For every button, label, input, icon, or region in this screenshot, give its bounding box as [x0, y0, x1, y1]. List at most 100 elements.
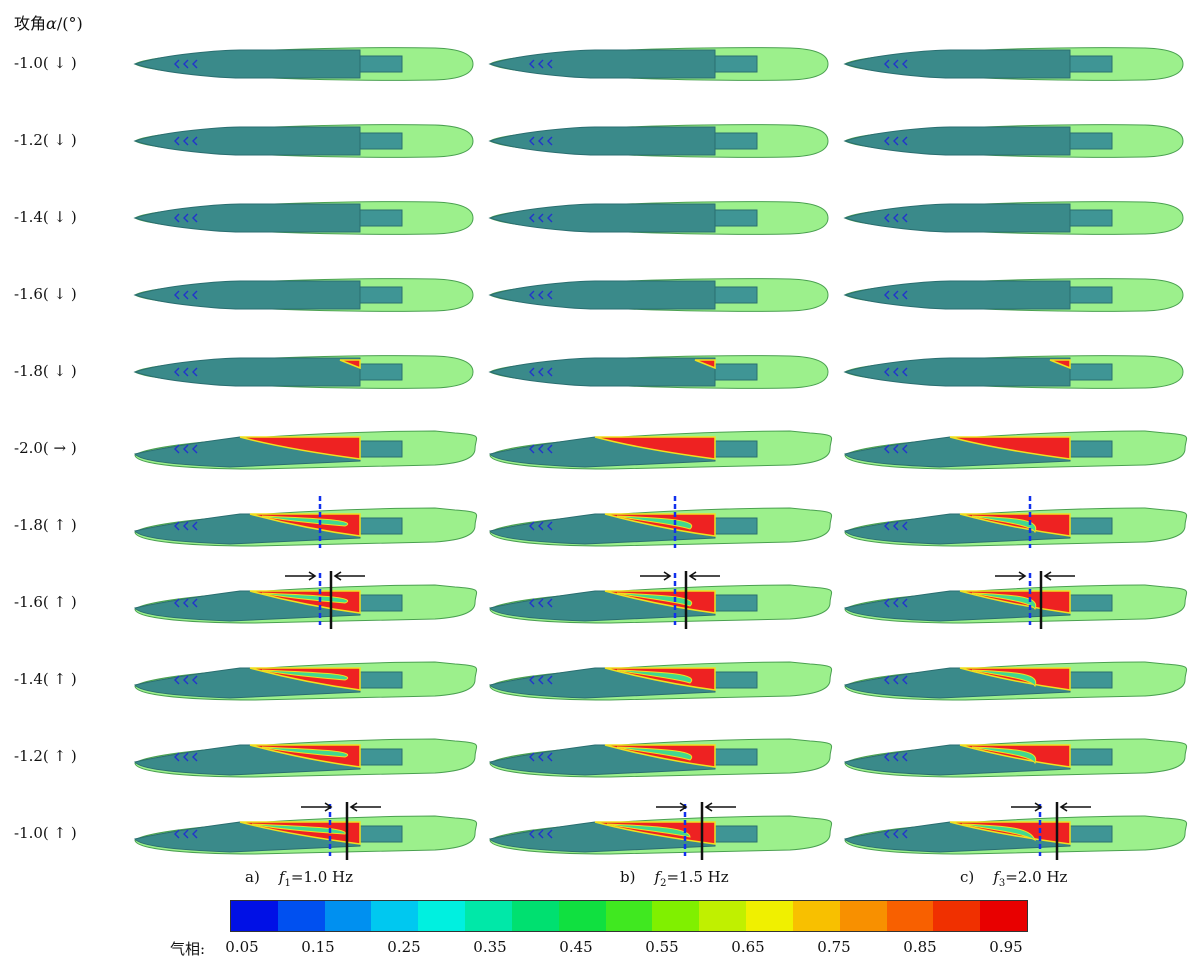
contour-panel — [843, 278, 1184, 312]
contour-panel — [489, 738, 833, 778]
marker-chevron — [183, 598, 189, 608]
cavity-region — [959, 513, 1071, 537]
colorbar-segment — [324, 901, 372, 931]
row-label: -1.6( ↓ ) — [14, 285, 77, 303]
contour-panel — [134, 571, 478, 629]
tail-section — [359, 594, 403, 612]
tail-section — [714, 363, 758, 381]
cavity-region — [694, 359, 716, 370]
contour-panel — [489, 802, 833, 860]
marker-chevron — [547, 59, 553, 69]
marker-chevron — [884, 290, 890, 300]
cavity-region — [949, 436, 1071, 460]
marker-chevron — [192, 136, 198, 146]
marker-chevron — [183, 444, 189, 454]
marker-chevron — [538, 675, 544, 685]
colorbar-segment — [465, 901, 512, 931]
marker-chevron — [183, 290, 189, 300]
tail-section — [359, 55, 403, 73]
marker-chevron — [547, 521, 553, 531]
cavity-inner-zone — [971, 669, 1037, 688]
hydrofoil-body — [133, 357, 361, 387]
tail-section — [359, 363, 403, 381]
marker-chevron — [884, 213, 890, 223]
marker-chevron — [183, 675, 189, 685]
colorbar-tick-label: 0.45 — [559, 938, 593, 956]
marker-chevron — [174, 675, 180, 685]
arrow-left — [349, 802, 381, 812]
tail-section — [359, 825, 403, 843]
marker-chevron — [893, 598, 899, 608]
row-label: -2.0( → ) — [14, 439, 77, 457]
marker-chevron — [902, 752, 908, 762]
tail-section — [714, 825, 758, 843]
arrow-right — [995, 571, 1027, 581]
marker-chevron — [192, 752, 198, 762]
marker-chevron — [893, 59, 899, 69]
marker-chevron — [547, 367, 553, 377]
arrow-left — [1043, 571, 1075, 581]
cavity-inner-zone — [261, 592, 349, 604]
tail-section — [1069, 209, 1113, 227]
marker-chevron — [893, 829, 899, 839]
marker-chevron — [538, 367, 544, 377]
cavity-region — [959, 590, 1071, 614]
marker-chevron — [192, 521, 198, 531]
tail-section — [1069, 748, 1113, 766]
marker-chevron — [902, 444, 908, 454]
contour-panel — [489, 430, 833, 470]
contour-panel — [843, 47, 1184, 81]
marker-chevron — [183, 213, 189, 223]
marker-chevron — [174, 59, 180, 69]
colorbar-tick-label: 0.05 — [225, 938, 259, 956]
marker-chevron — [547, 290, 553, 300]
cavity-inner-zone — [961, 823, 1037, 842]
marker-chevron — [174, 829, 180, 839]
marker-chevron — [529, 829, 535, 839]
colorbar-tick-label: 0.35 — [473, 938, 507, 956]
tail-section — [359, 209, 403, 227]
colorbar-tick-label: 0.55 — [645, 938, 679, 956]
contour-panel — [844, 496, 1188, 548]
hydrofoil-body — [843, 280, 1071, 310]
marker-chevron — [192, 59, 198, 69]
row-label: -1.8( ↓ ) — [14, 362, 77, 380]
marker-chevron — [183, 521, 189, 531]
caption-var: f — [654, 868, 661, 886]
marker-chevron — [192, 290, 198, 300]
marker-chevron — [538, 444, 544, 454]
contour-panel — [844, 802, 1188, 860]
cavity-inner-zone — [971, 515, 1037, 534]
marker-chevron — [538, 829, 544, 839]
colorbar-tick-label: 0.25 — [387, 938, 421, 956]
marker-chevron — [893, 213, 899, 223]
marker-chevron — [547, 752, 553, 762]
marker-chevron — [529, 213, 535, 223]
colorbar-segment — [231, 901, 278, 931]
marker-chevron — [192, 598, 198, 608]
arrow-left — [688, 571, 720, 581]
marker-chevron — [174, 444, 180, 454]
cavity-region — [249, 513, 361, 537]
marker-chevron — [529, 752, 535, 762]
marker-chevron — [174, 598, 180, 608]
colorbar-tick-label: 0.95 — [989, 938, 1023, 956]
tail-section — [714, 440, 758, 458]
marker-chevron — [547, 213, 553, 223]
marker-chevron — [902, 59, 908, 69]
cavity-region — [249, 667, 361, 691]
marker-chevron — [902, 829, 908, 839]
contour-panel — [844, 738, 1188, 778]
tail-section — [1069, 517, 1113, 535]
marker-chevron — [174, 290, 180, 300]
tail-section — [714, 594, 758, 612]
cavity-region — [604, 744, 716, 768]
marker-chevron — [884, 367, 890, 377]
marker-chevron — [893, 136, 899, 146]
colorbar-segment — [652, 901, 700, 931]
marker-chevron — [902, 521, 908, 531]
tail-section — [714, 517, 758, 535]
marker-chevron — [884, 444, 890, 454]
contour-panel — [134, 661, 478, 701]
